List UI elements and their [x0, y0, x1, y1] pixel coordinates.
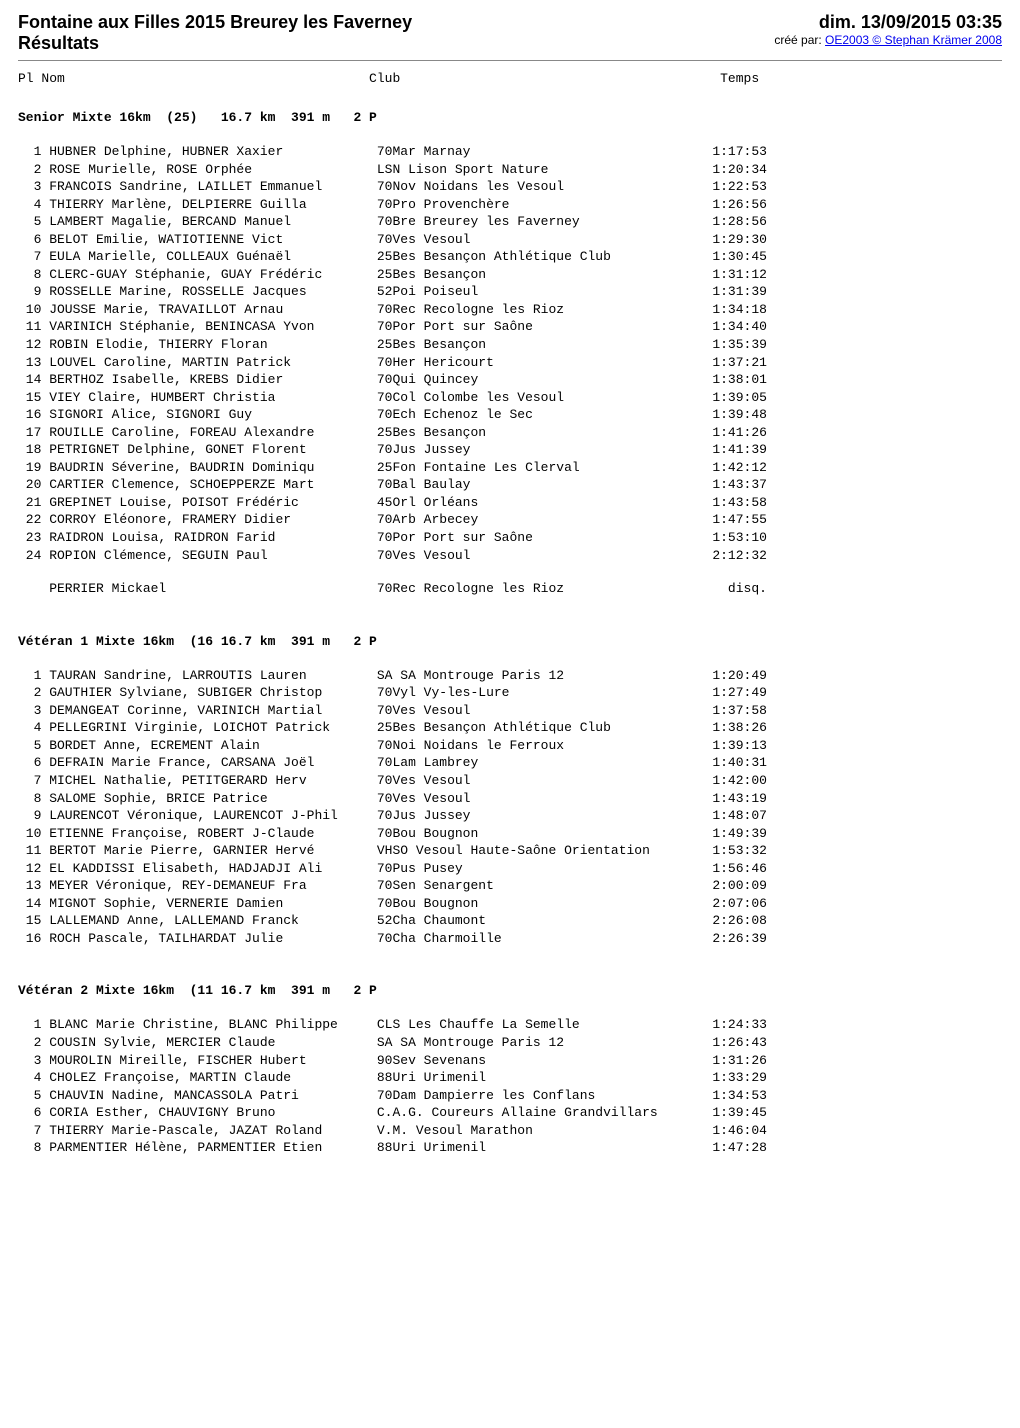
result-row: 15 VIEY Claire, HUMBERT Christia 70Col C… [18, 389, 1002, 407]
result-row: 24 ROPION Clémence, SEGUIN Paul 70Ves Ve… [18, 547, 1002, 565]
result-row: 2 ROSE Murielle, ROSE Orphée LSN Lison S… [18, 161, 1002, 179]
credit-link[interactable]: OE2003 © Stephan Krämer 2008 [825, 33, 1002, 47]
result-row: 18 PETRIGNET Delphine, GONET Florent 70J… [18, 441, 1002, 459]
result-row: 2 GAUTHIER Sylviane, SUBIGER Christop 70… [18, 684, 1002, 702]
result-row: 4 THIERRY Marlène, DELPIERRE Guilla 70Pr… [18, 196, 1002, 214]
result-row: 6 DEFRAIN Marie France, CARSANA Joël 70L… [18, 754, 1002, 772]
result-row: 17 ROUILLE Caroline, FOREAU Alexandre 25… [18, 424, 1002, 442]
page-subtitle: Résultats [18, 33, 412, 54]
result-row: 1 HUBNER Delphine, HUBNER Xaxier 70Mar M… [18, 143, 1002, 161]
result-row: 8 SALOME Sophie, BRICE Patrice 70Ves Ves… [18, 790, 1002, 808]
result-row: 19 BAUDRIN Séverine, BAUDRIN Dominiqu 25… [18, 459, 1002, 477]
credit-prefix: créé par: [774, 33, 825, 47]
result-row: 5 CHAUVIN Nadine, MANCASSOLA Patri 70Dam… [18, 1087, 1002, 1105]
result-row: 13 MEYER Véronique, REY-DEMANEUF Fra 70S… [18, 877, 1002, 895]
result-row: 16 SIGNORI Alice, SIGNORI Guy 70Ech Eche… [18, 406, 1002, 424]
result-row: 13 LOUVEL Caroline, MARTIN Patrick 70Her… [18, 354, 1002, 372]
result-row: 4 CHOLEZ Françoise, MARTIN Claude 88Uri … [18, 1069, 1002, 1087]
result-row: 11 BERTOT Marie Pierre, GARNIER Hervé VH… [18, 842, 1002, 860]
result-row: 11 VARINICH Stéphanie, BENINCASA Yvon 70… [18, 318, 1002, 336]
section-title: Vétéran 1 Mixte 16km (16 16.7 km 391 m 2… [18, 634, 1002, 649]
result-row: 15 LALLEMAND Anne, LALLEMAND Franck 52Ch… [18, 912, 1002, 930]
page-datetime: dim. 13/09/2015 03:35 [774, 12, 1002, 33]
page-header: Fontaine aux Filles 2015 Breurey les Fav… [18, 12, 1002, 54]
result-row: 5 LAMBERT Magalie, BERCAND Manuel 70Bre … [18, 213, 1002, 231]
result-row: 3 DEMANGEAT Corinne, VARINICH Martial 70… [18, 702, 1002, 720]
result-row: 3 MOUROLIN Mireille, FISCHER Hubert 90Se… [18, 1052, 1002, 1070]
result-row: 6 BELOT Emilie, WATIOTIENNE Vict 70Ves V… [18, 231, 1002, 249]
result-row: 14 MIGNOT Sophie, VERNERIE Damien 70Bou … [18, 895, 1002, 913]
section-gap [18, 598, 1002, 626]
result-row: 7 MICHEL Nathalie, PETITGERARD Herv 70Ve… [18, 772, 1002, 790]
result-row: 21 GREPINET Louise, POISOT Frédéric 45Or… [18, 494, 1002, 512]
section-title: Vétéran 2 Mixte 16km (11 16.7 km 391 m 2… [18, 983, 1002, 998]
column-headers: Pl Nom Club Temps [18, 71, 1002, 86]
result-row: PERRIER Mickael 70Rec Recologne les Rioz… [18, 580, 1002, 598]
result-row: 16 ROCH Pascale, TAILHARDAT Julie 70Cha … [18, 930, 1002, 948]
result-row: 7 THIERRY Marie-Pascale, JAZAT Roland V.… [18, 1122, 1002, 1140]
result-row: 22 CORROY Eléonore, FRAMERY Didier 70Arb… [18, 511, 1002, 529]
header-right: dim. 13/09/2015 03:35 créé par: OE2003 ©… [774, 12, 1002, 47]
section-gap [18, 947, 1002, 975]
result-row: 7 EULA Marielle, COLLEAUX Guénaël 25Bes … [18, 248, 1002, 266]
result-row: 10 JOUSSE Marie, TRAVAILLOT Arnau 70Rec … [18, 301, 1002, 319]
result-row: 1 BLANC Marie Christine, BLANC Philippe … [18, 1016, 1002, 1034]
result-row: 6 CORIA Esther, CHAUVIGNY Bruno C.A.G. C… [18, 1104, 1002, 1122]
page-title: Fontaine aux Filles 2015 Breurey les Fav… [18, 12, 412, 33]
result-row: 12 ROBIN Elodie, THIERRY Floran 25Bes Be… [18, 336, 1002, 354]
result-row: 4 PELLEGRINI Virginie, LOICHOT Patrick 2… [18, 719, 1002, 737]
result-row: 2 COUSIN Sylvie, MERCIER Claude SA SA Mo… [18, 1034, 1002, 1052]
header-divider [18, 60, 1002, 61]
header-left: Fontaine aux Filles 2015 Breurey les Fav… [18, 12, 412, 54]
section-title: Senior Mixte 16km (25) 16.7 km 391 m 2 P [18, 110, 1002, 125]
result-row: 8 CLERC-GUAY Stéphanie, GUAY Frédéric 25… [18, 266, 1002, 284]
result-row: 9 ROSSELLE Marine, ROSSELLE Jacques 52Po… [18, 283, 1002, 301]
result-row: 20 CARTIER Clemence, SCHOEPPERZE Mart 70… [18, 476, 1002, 494]
result-row: 23 RAIDRON Louisa, RAIDRON Farid 70Por P… [18, 529, 1002, 547]
result-row: 5 BORDET Anne, ECREMENT Alain 70Noi Noid… [18, 737, 1002, 755]
notes-gap [18, 564, 1002, 580]
result-row: 10 ETIENNE Françoise, ROBERT J-Claude 70… [18, 825, 1002, 843]
page-credit: créé par: OE2003 © Stephan Krämer 2008 [774, 33, 1002, 47]
result-row: 9 LAURENCOT Véronique, LAURENCOT J-Phil … [18, 807, 1002, 825]
result-row: 8 PARMENTIER Hélène, PARMENTIER Etien 88… [18, 1139, 1002, 1157]
sections-container: Senior Mixte 16km (25) 16.7 km 391 m 2 P… [18, 110, 1002, 1157]
result-row: 12 EL KADDISSI Elisabeth, HADJADJI Ali 7… [18, 860, 1002, 878]
result-row: 3 FRANCOIS Sandrine, LAILLET Emmanuel 70… [18, 178, 1002, 196]
result-row: 1 TAURAN Sandrine, LARROUTIS Lauren SA S… [18, 667, 1002, 685]
result-row: 14 BERTHOZ Isabelle, KREBS Didier 70Qui … [18, 371, 1002, 389]
